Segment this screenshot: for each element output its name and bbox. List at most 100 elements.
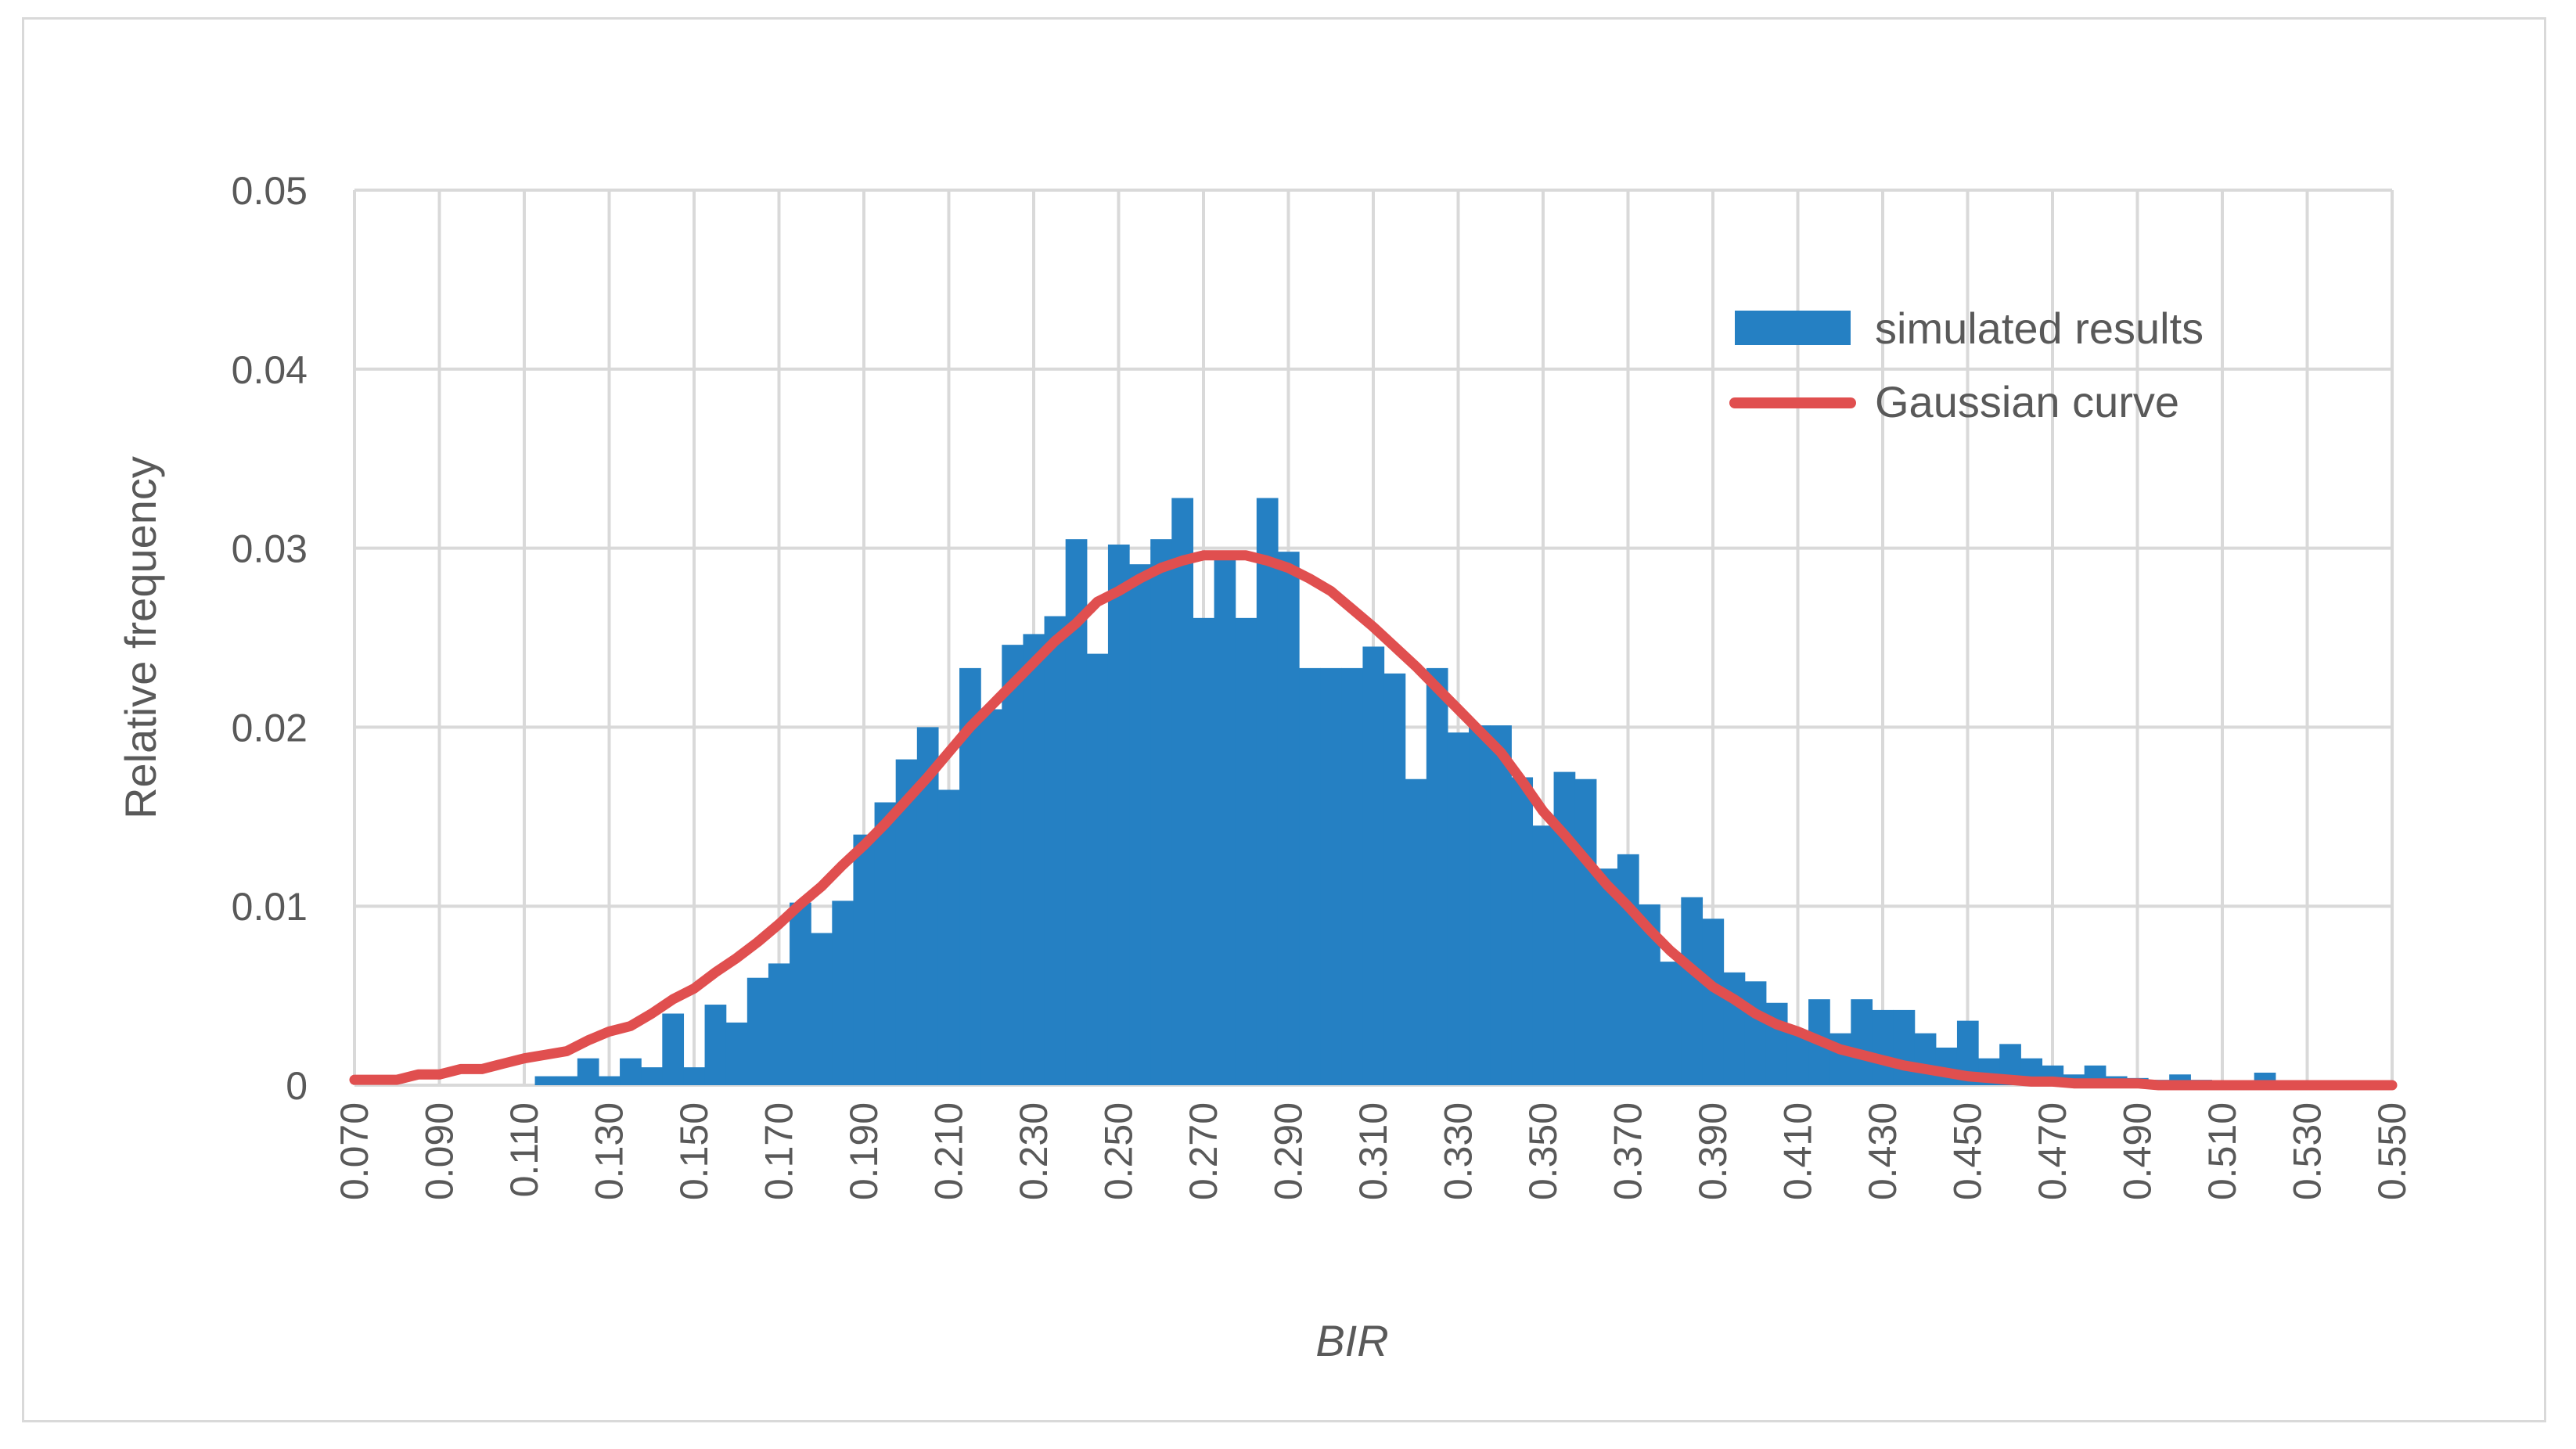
- histogram-bar: [1744, 981, 1767, 1085]
- x-tick-label: 0.470: [2031, 1102, 2074, 1200]
- histogram-bar: [1107, 545, 1130, 1085]
- gaussian-curve-layer: [349, 550, 2398, 1091]
- histogram-bar: [1681, 897, 1704, 1085]
- legend-swatch-bar: [1735, 311, 1851, 345]
- y-tick-label: 0.04: [232, 348, 308, 392]
- histogram-bar: [1553, 771, 1576, 1085]
- histogram-bar: [1893, 1009, 1916, 1085]
- histogram-bar: [556, 1076, 578, 1085]
- histogram-bar: [1660, 962, 1682, 1085]
- x-tick-label: 0.190: [842, 1102, 886, 1200]
- x-tick-label: 0.230: [1012, 1102, 1056, 1200]
- legend: simulated results Gaussian curve: [1729, 304, 2204, 426]
- histogram-bar: [874, 802, 897, 1085]
- histogram-bar: [1574, 778, 1597, 1085]
- chart-container: 0 0.01 0.02 0.03 0.04 0.05 0.070 0.090 0.110 0.1…: [22, 17, 2546, 1422]
- x-tick-label: 0.070: [333, 1102, 376, 1200]
- gaussian-curve-line: [349, 550, 2398, 1091]
- histogram-bar: [1086, 653, 1109, 1085]
- histogram-bar: [1171, 498, 1194, 1085]
- histogram-bar: [1490, 725, 1512, 1085]
- x-tick-label: 0.290: [1267, 1102, 1311, 1200]
- x-tick-label: 0.210: [927, 1102, 971, 1200]
- x-tick-label: 0.510: [2200, 1102, 2244, 1200]
- x-tick-label: 0.270: [1182, 1102, 1225, 1200]
- histogram-bar: [1596, 868, 1618, 1085]
- histogram-bar: [937, 789, 960, 1085]
- y-axis-title: Relative frequency: [116, 456, 165, 819]
- histogram-bar: [704, 1005, 727, 1085]
- histogram-bar: [832, 901, 854, 1085]
- x-tick-label: 0.090: [418, 1102, 462, 1200]
- x-tick-label: 0.110: [502, 1102, 546, 1197]
- histogram-bar: [1383, 673, 1406, 1085]
- histogram-bar: [598, 1076, 621, 1085]
- histogram-bar: [1447, 732, 1470, 1085]
- histogram-bar: [980, 709, 1002, 1085]
- x-tick-label: 0.390: [1691, 1102, 1735, 1200]
- histogram-bar: [1341, 667, 1364, 1085]
- histogram-bar: [1193, 617, 1215, 1085]
- x-tick-label: 0.490: [2116, 1102, 2160, 1200]
- y-tick-labels: 0 0.01 0.02 0.03 0.04 0.05: [232, 169, 308, 1108]
- histogram-bar: [683, 1067, 706, 1085]
- histogram-bar: [1129, 564, 1151, 1085]
- histogram-bar: [747, 977, 769, 1085]
- y-tick-label: 0.01: [232, 885, 308, 929]
- x-tick-label: 0.310: [1351, 1102, 1395, 1200]
- histogram-bar: [1405, 778, 1427, 1085]
- x-tick-label: 0.130: [588, 1102, 631, 1200]
- x-tick-labels: 0.070 0.090 0.110 0.130 0.150 0.170 0.190 0.210…: [333, 1102, 2414, 1200]
- x-tick-label: 0.250: [1097, 1102, 1141, 1200]
- histogram-bar: [1702, 919, 1725, 1085]
- histogram-bar: [1320, 667, 1342, 1085]
- histogram-bar: [534, 1076, 557, 1085]
- x-tick-label: 0.330: [1437, 1102, 1480, 1200]
- histogram-bar: [1617, 854, 1639, 1085]
- histogram-bar: [1851, 999, 1873, 1085]
- x-tick-label: 0.370: [1606, 1102, 1650, 1200]
- x-tick-label: 0.530: [2286, 1102, 2330, 1200]
- histogram-bar: [577, 1058, 599, 1085]
- histogram-bars: [534, 498, 2297, 1085]
- x-tick-label: 0.450: [1946, 1102, 1990, 1200]
- histogram-bar: [811, 933, 833, 1085]
- y-tick-label: 0: [286, 1064, 308, 1108]
- histogram-bar: [1299, 667, 1321, 1085]
- histogram-bar: [725, 1022, 748, 1085]
- x-tick-label: 0.350: [1521, 1102, 1565, 1200]
- histogram-bar: [662, 1013, 685, 1085]
- histogram-bar: [1256, 498, 1279, 1085]
- histogram-bar: [1235, 617, 1257, 1085]
- x-tick-label: 0.410: [1776, 1102, 1820, 1200]
- histogram-chart: 0 0.01 0.02 0.03 0.04 0.05 0.070 0.090 0.110 0.1…: [116, 169, 2414, 1365]
- x-tick-label: 0.550: [2370, 1102, 2414, 1200]
- histogram-bar: [1044, 616, 1067, 1085]
- y-tick-label: 0.05: [232, 169, 308, 213]
- histogram-bar: [1023, 634, 1045, 1085]
- histogram-bar: [1532, 825, 1555, 1085]
- histogram-bar: [1872, 1009, 1894, 1085]
- histogram-bar: [1426, 667, 1448, 1085]
- histogram-bar: [1277, 552, 1300, 1085]
- histogram-bar: [1914, 1033, 1937, 1085]
- histogram-bar: [1786, 1033, 1809, 1085]
- histogram-bar: [1214, 557, 1236, 1085]
- legend-label-bars: simulated results: [1875, 304, 2204, 353]
- histogram-bar: [768, 963, 790, 1085]
- histogram-bar: [1469, 725, 1491, 1085]
- histogram-bar: [1511, 777, 1534, 1085]
- histogram-bar: [853, 834, 876, 1085]
- y-tick-label: 0.02: [232, 706, 308, 750]
- histogram-bar: [620, 1058, 642, 1085]
- histogram-bar: [1150, 539, 1172, 1085]
- x-tick-label: 0.170: [757, 1102, 801, 1200]
- x-tick-label: 0.150: [672, 1102, 716, 1200]
- legend-label-line: Gaussian curve: [1875, 377, 2179, 426]
- histogram-bar: [1002, 645, 1024, 1085]
- histogram-bar: [790, 902, 811, 1085]
- histogram-bar: [641, 1067, 663, 1085]
- x-tick-label: 0.430: [1861, 1102, 1905, 1200]
- histogram-bar: [1362, 646, 1385, 1085]
- x-axis-title: BIR: [1315, 1316, 1388, 1365]
